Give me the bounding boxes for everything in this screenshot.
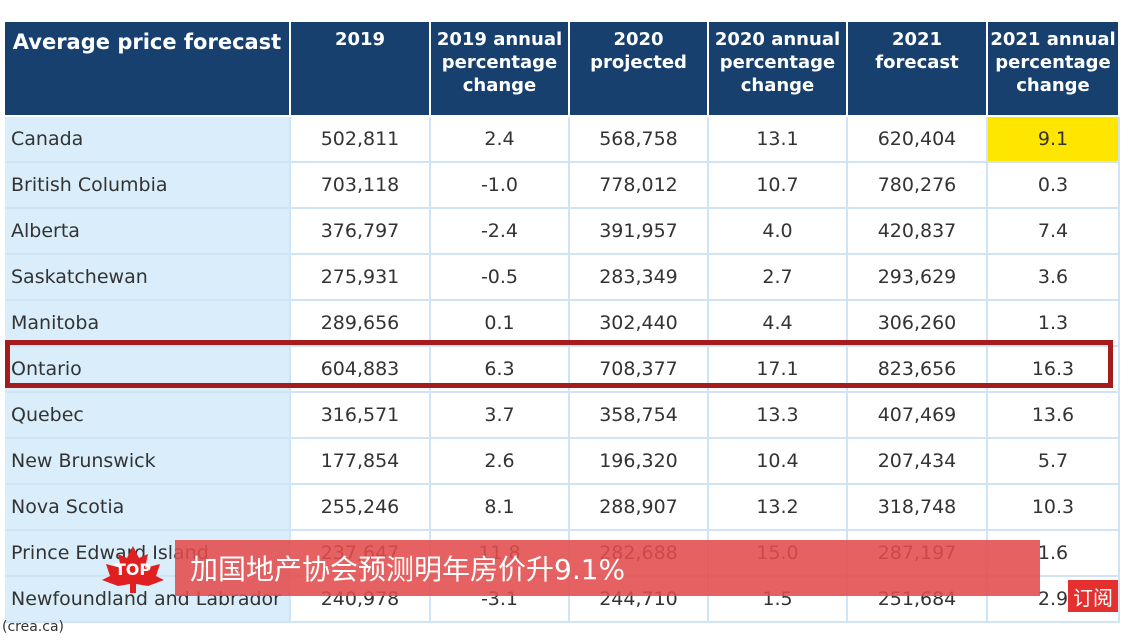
logo-text: TOP — [115, 560, 152, 579]
table-cell: 318,748 — [848, 485, 988, 531]
table-cell: 255,246 — [291, 485, 431, 531]
table-cell: 5.7 — [988, 439, 1120, 485]
table-cell: 316,571 — [291, 393, 431, 439]
table-cell: 177,854 — [291, 439, 431, 485]
table-cell: 10.4 — [709, 439, 848, 485]
logo: TOP — [102, 546, 164, 593]
column-header: 2019 — [291, 22, 431, 117]
table-cell: 0.1 — [431, 301, 570, 347]
table-cell: -2.4 — [431, 209, 570, 255]
table-cell: 8.1 — [431, 485, 570, 531]
row-label: Quebec — [5, 393, 291, 439]
table-cell: 302,440 — [570, 301, 709, 347]
column-header: 2020 projected — [570, 22, 709, 117]
row-label: Saskatchewan — [5, 255, 291, 301]
table-cell: 196,320 — [570, 439, 709, 485]
table-cell: 13.3 — [709, 393, 848, 439]
table-cell: 13.1 — [709, 117, 848, 163]
table-cell: 391,957 — [570, 209, 709, 255]
table-cell: 620,404 — [848, 117, 988, 163]
banner — [175, 540, 1040, 596]
table-cell: 823,656 — [848, 347, 988, 393]
table-cell: 502,811 — [291, 117, 431, 163]
table-cell: -1.0 — [431, 163, 570, 209]
table-cell: 1.3 — [988, 301, 1120, 347]
table-cell: 703,118 — [291, 163, 431, 209]
table-cell: 604,883 — [291, 347, 431, 393]
table-cell: 13.2 — [709, 485, 848, 531]
table-cell: -0.5 — [431, 255, 570, 301]
table-cell: 708,377 — [570, 347, 709, 393]
table-cell: 3.6 — [988, 255, 1120, 301]
table-cell: 358,754 — [570, 393, 709, 439]
maple-leaf — [102, 546, 164, 593]
column-header: 2021 annual percentage change — [988, 22, 1120, 117]
table-cell: 9.1 — [988, 117, 1120, 163]
column-header: 2021 forecast — [848, 22, 988, 117]
table-cell: 3.7 — [431, 393, 570, 439]
table-cell: 7.4 — [988, 209, 1120, 255]
table-cell: 4.0 — [709, 209, 848, 255]
subscribe-button[interactable]: 订阅 — [1068, 580, 1118, 612]
table-cell: 2.9 — [988, 577, 1120, 623]
table-cell: 283,349 — [570, 255, 709, 301]
table-cell: 4.4 — [709, 301, 848, 347]
source: (crea.ca) — [2, 619, 64, 635]
column-header: 2019 annual percentage change — [431, 22, 570, 117]
row-label: Manitoba — [5, 301, 291, 347]
table-cell: 780,276 — [848, 163, 988, 209]
row-label: Nova Scotia — [5, 485, 291, 531]
table-cell: 420,837 — [848, 209, 988, 255]
table-cell: 2.6 — [431, 439, 570, 485]
row-label: Alberta — [5, 209, 291, 255]
row-label: Canada — [5, 117, 291, 163]
table-cell: 288,907 — [570, 485, 709, 531]
table-cell: 10.3 — [988, 485, 1120, 531]
column-header: 2020 annual percentage change — [709, 22, 848, 117]
table-cell: 376,797 — [291, 209, 431, 255]
table-cell: 13.6 — [988, 393, 1120, 439]
headline: 加国地产协会预测明年房价升9.1% — [190, 553, 626, 586]
table-cell: 778,012 — [570, 163, 709, 209]
table-cell: 16.3 — [988, 347, 1120, 393]
table-cell: 6.3 — [431, 347, 570, 393]
table-cell: 407,469 — [848, 393, 988, 439]
column-header: Average price forecast — [5, 22, 291, 117]
ontario-highlight — [5, 340, 1113, 388]
table-cell: 0.3 — [988, 163, 1120, 209]
table-cell: 10.7 — [709, 163, 848, 209]
table-cell: 1.6 — [988, 531, 1120, 577]
table-cell: 2.4 — [431, 117, 570, 163]
table-cell: 306,260 — [848, 301, 988, 347]
row-label: British Columbia — [5, 163, 291, 209]
table-cell: 289,656 — [291, 301, 431, 347]
table-cell: 275,931 — [291, 255, 431, 301]
row-label: New Brunswick — [5, 439, 291, 485]
table-cell: 17.1 — [709, 347, 848, 393]
table-cell: 293,629 — [848, 255, 988, 301]
table-cell: 2.7 — [709, 255, 848, 301]
table-cell: 207,434 — [848, 439, 988, 485]
table-cell: 568,758 — [570, 117, 709, 163]
